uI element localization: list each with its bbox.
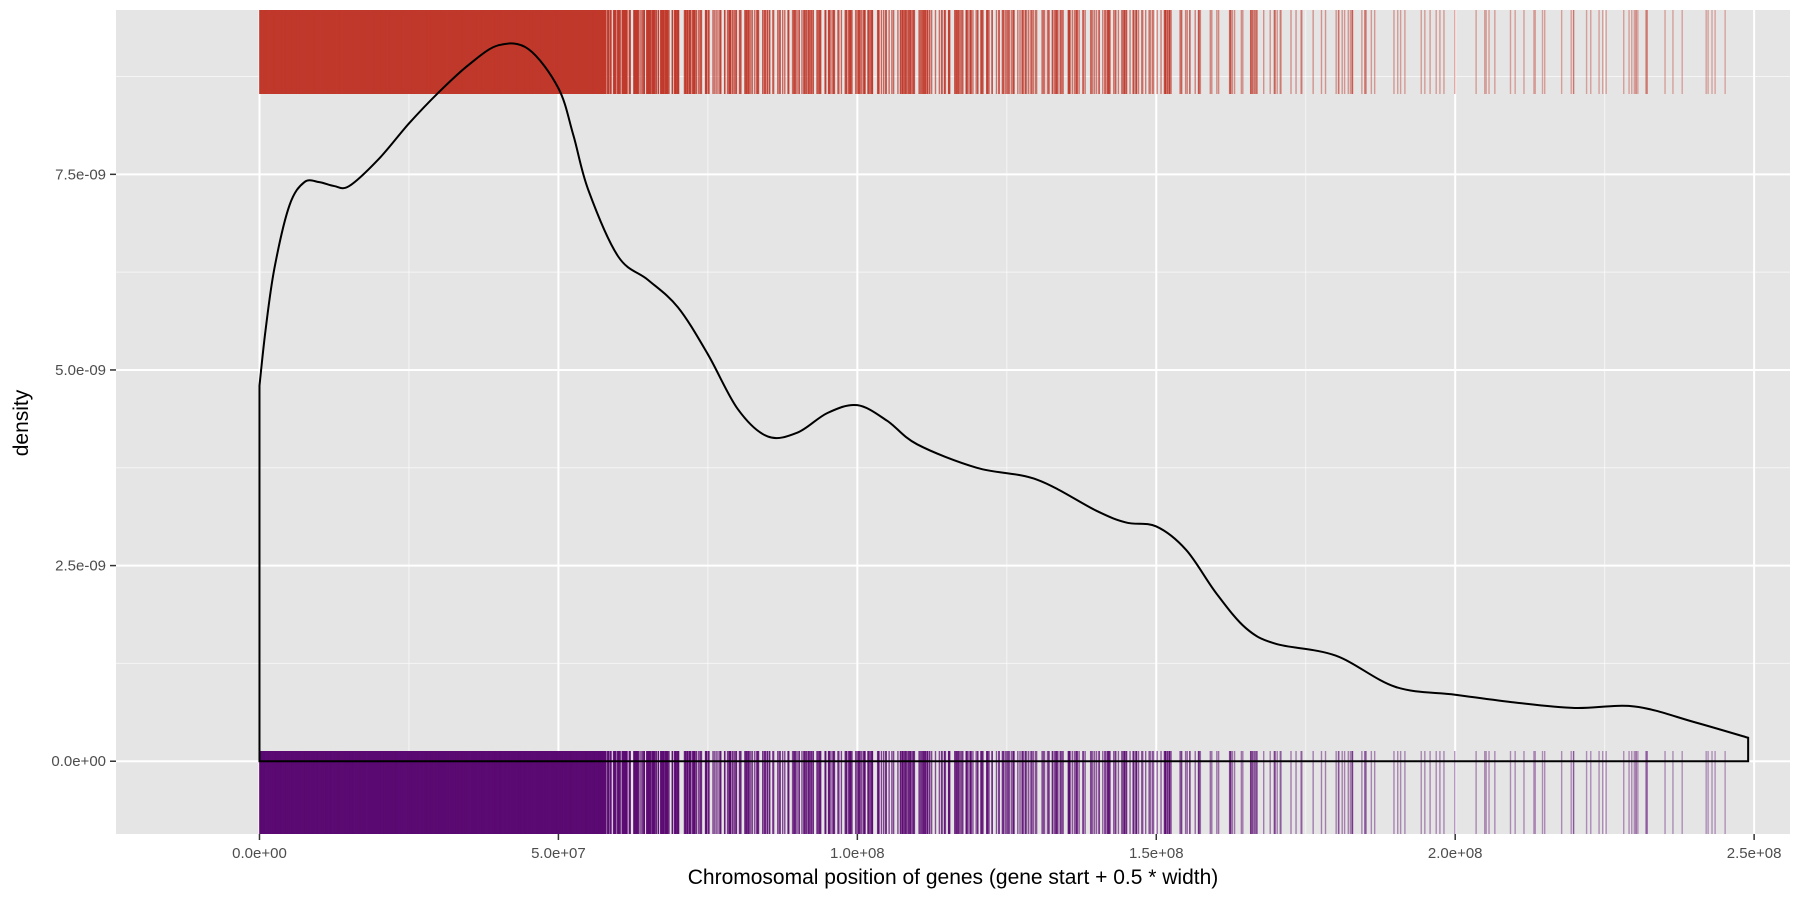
y-axis-title: density xyxy=(10,389,33,456)
x-tick-label: 1.0e+08 xyxy=(830,845,885,862)
y-tick-label: 7.5e-09 xyxy=(55,166,106,183)
x-tick-label: 5.0e+07 xyxy=(531,845,586,862)
top-rug xyxy=(259,10,1726,94)
x-tick-label: 2.5e+08 xyxy=(1727,845,1782,862)
density-curve xyxy=(258,42,1750,763)
y-tick-label: 5.0e-09 xyxy=(55,362,106,379)
minor-gridlines xyxy=(116,10,1790,834)
x-tick-label: 2.0e+08 xyxy=(1428,845,1483,862)
bottom-rug xyxy=(259,751,1726,834)
x-axis-title: Chromosomal position of genes (gene star… xyxy=(688,866,1219,889)
y-axis-ticks: 0.0e+00 2.5e-09 5.0e-09 7.5e-09 xyxy=(51,166,116,770)
plot-panel xyxy=(116,10,1790,834)
x-axis-ticks: 0.0e+00 5.0e+07 1.0e+08 1.5e+08 2.0e+08 2.5e+… xyxy=(232,834,1781,862)
major-gridlines xyxy=(116,10,1790,834)
y-tick-label: 2.5e-09 xyxy=(55,558,106,575)
y-tick-label: 0.0e+00 xyxy=(51,753,106,770)
x-tick-label: 1.5e+08 xyxy=(1129,845,1184,862)
x-tick-label: 0.0e+00 xyxy=(232,845,287,862)
